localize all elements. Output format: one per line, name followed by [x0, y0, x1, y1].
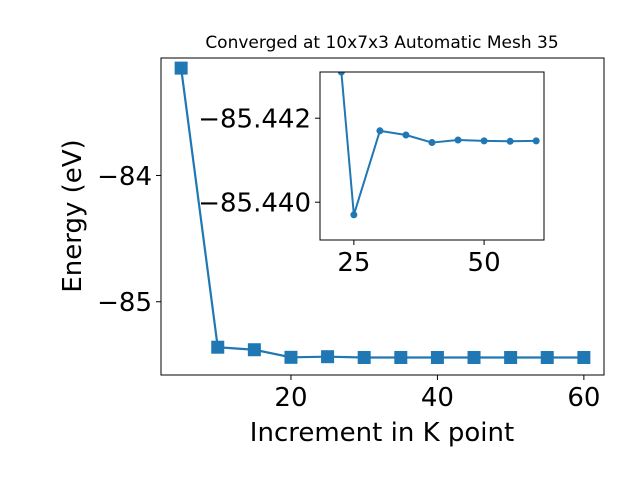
- main-point: [577, 351, 591, 365]
- inset-background: [320, 72, 544, 240]
- main-point: [321, 350, 335, 364]
- inset-y-tick-label: −85.442: [198, 105, 311, 135]
- main-x-tick-label: 20: [274, 383, 307, 413]
- inset-point: [532, 137, 540, 145]
- inset-point: [350, 211, 358, 219]
- main-point: [174, 61, 188, 75]
- main-point: [211, 340, 225, 354]
- main-point: [247, 343, 261, 357]
- main-point: [394, 350, 408, 364]
- chart-title: Converged at 10x7x3 Automatic Mesh 35: [205, 33, 558, 53]
- inset-x-tick-label: 50: [468, 248, 501, 278]
- inset-point: [376, 127, 384, 135]
- main-x-tick-label: 40: [421, 383, 454, 413]
- main-point: [357, 351, 371, 365]
- main-y-tick-label: −84: [97, 162, 152, 192]
- main-series: [174, 61, 591, 365]
- inset-point: [454, 136, 462, 144]
- main-point: [504, 351, 518, 365]
- inset-y-tick-label: −85.440: [198, 189, 311, 219]
- main-plot-frame: [160, 57, 605, 376]
- y-axis-label: Energy (eV): [58, 139, 88, 292]
- inset-series: [337, 72, 540, 219]
- main-point: [467, 350, 481, 364]
- main-x-tick-label: 60: [567, 383, 600, 413]
- inset-point: [337, 72, 345, 76]
- inset-point: [428, 139, 436, 147]
- main-y-tick-label: −85: [97, 288, 152, 318]
- main-point: [284, 350, 298, 364]
- inset-point: [402, 131, 410, 139]
- inset-plot-frame: [319, 71, 545, 241]
- main-point: [540, 351, 554, 365]
- inset-point: [506, 137, 514, 145]
- inset-x-tick-label: 25: [337, 248, 370, 278]
- main-ticks: 20 40 60 −84 −85: [97, 162, 600, 413]
- inset-plot: [337, 72, 540, 219]
- main-point: [430, 351, 444, 365]
- main-plot: [174, 61, 591, 365]
- x-axis-label: Increment in K point: [250, 418, 514, 448]
- inset-point: [480, 137, 488, 145]
- inset-ticks: 25 50 −85.442 −85.440: [198, 105, 500, 278]
